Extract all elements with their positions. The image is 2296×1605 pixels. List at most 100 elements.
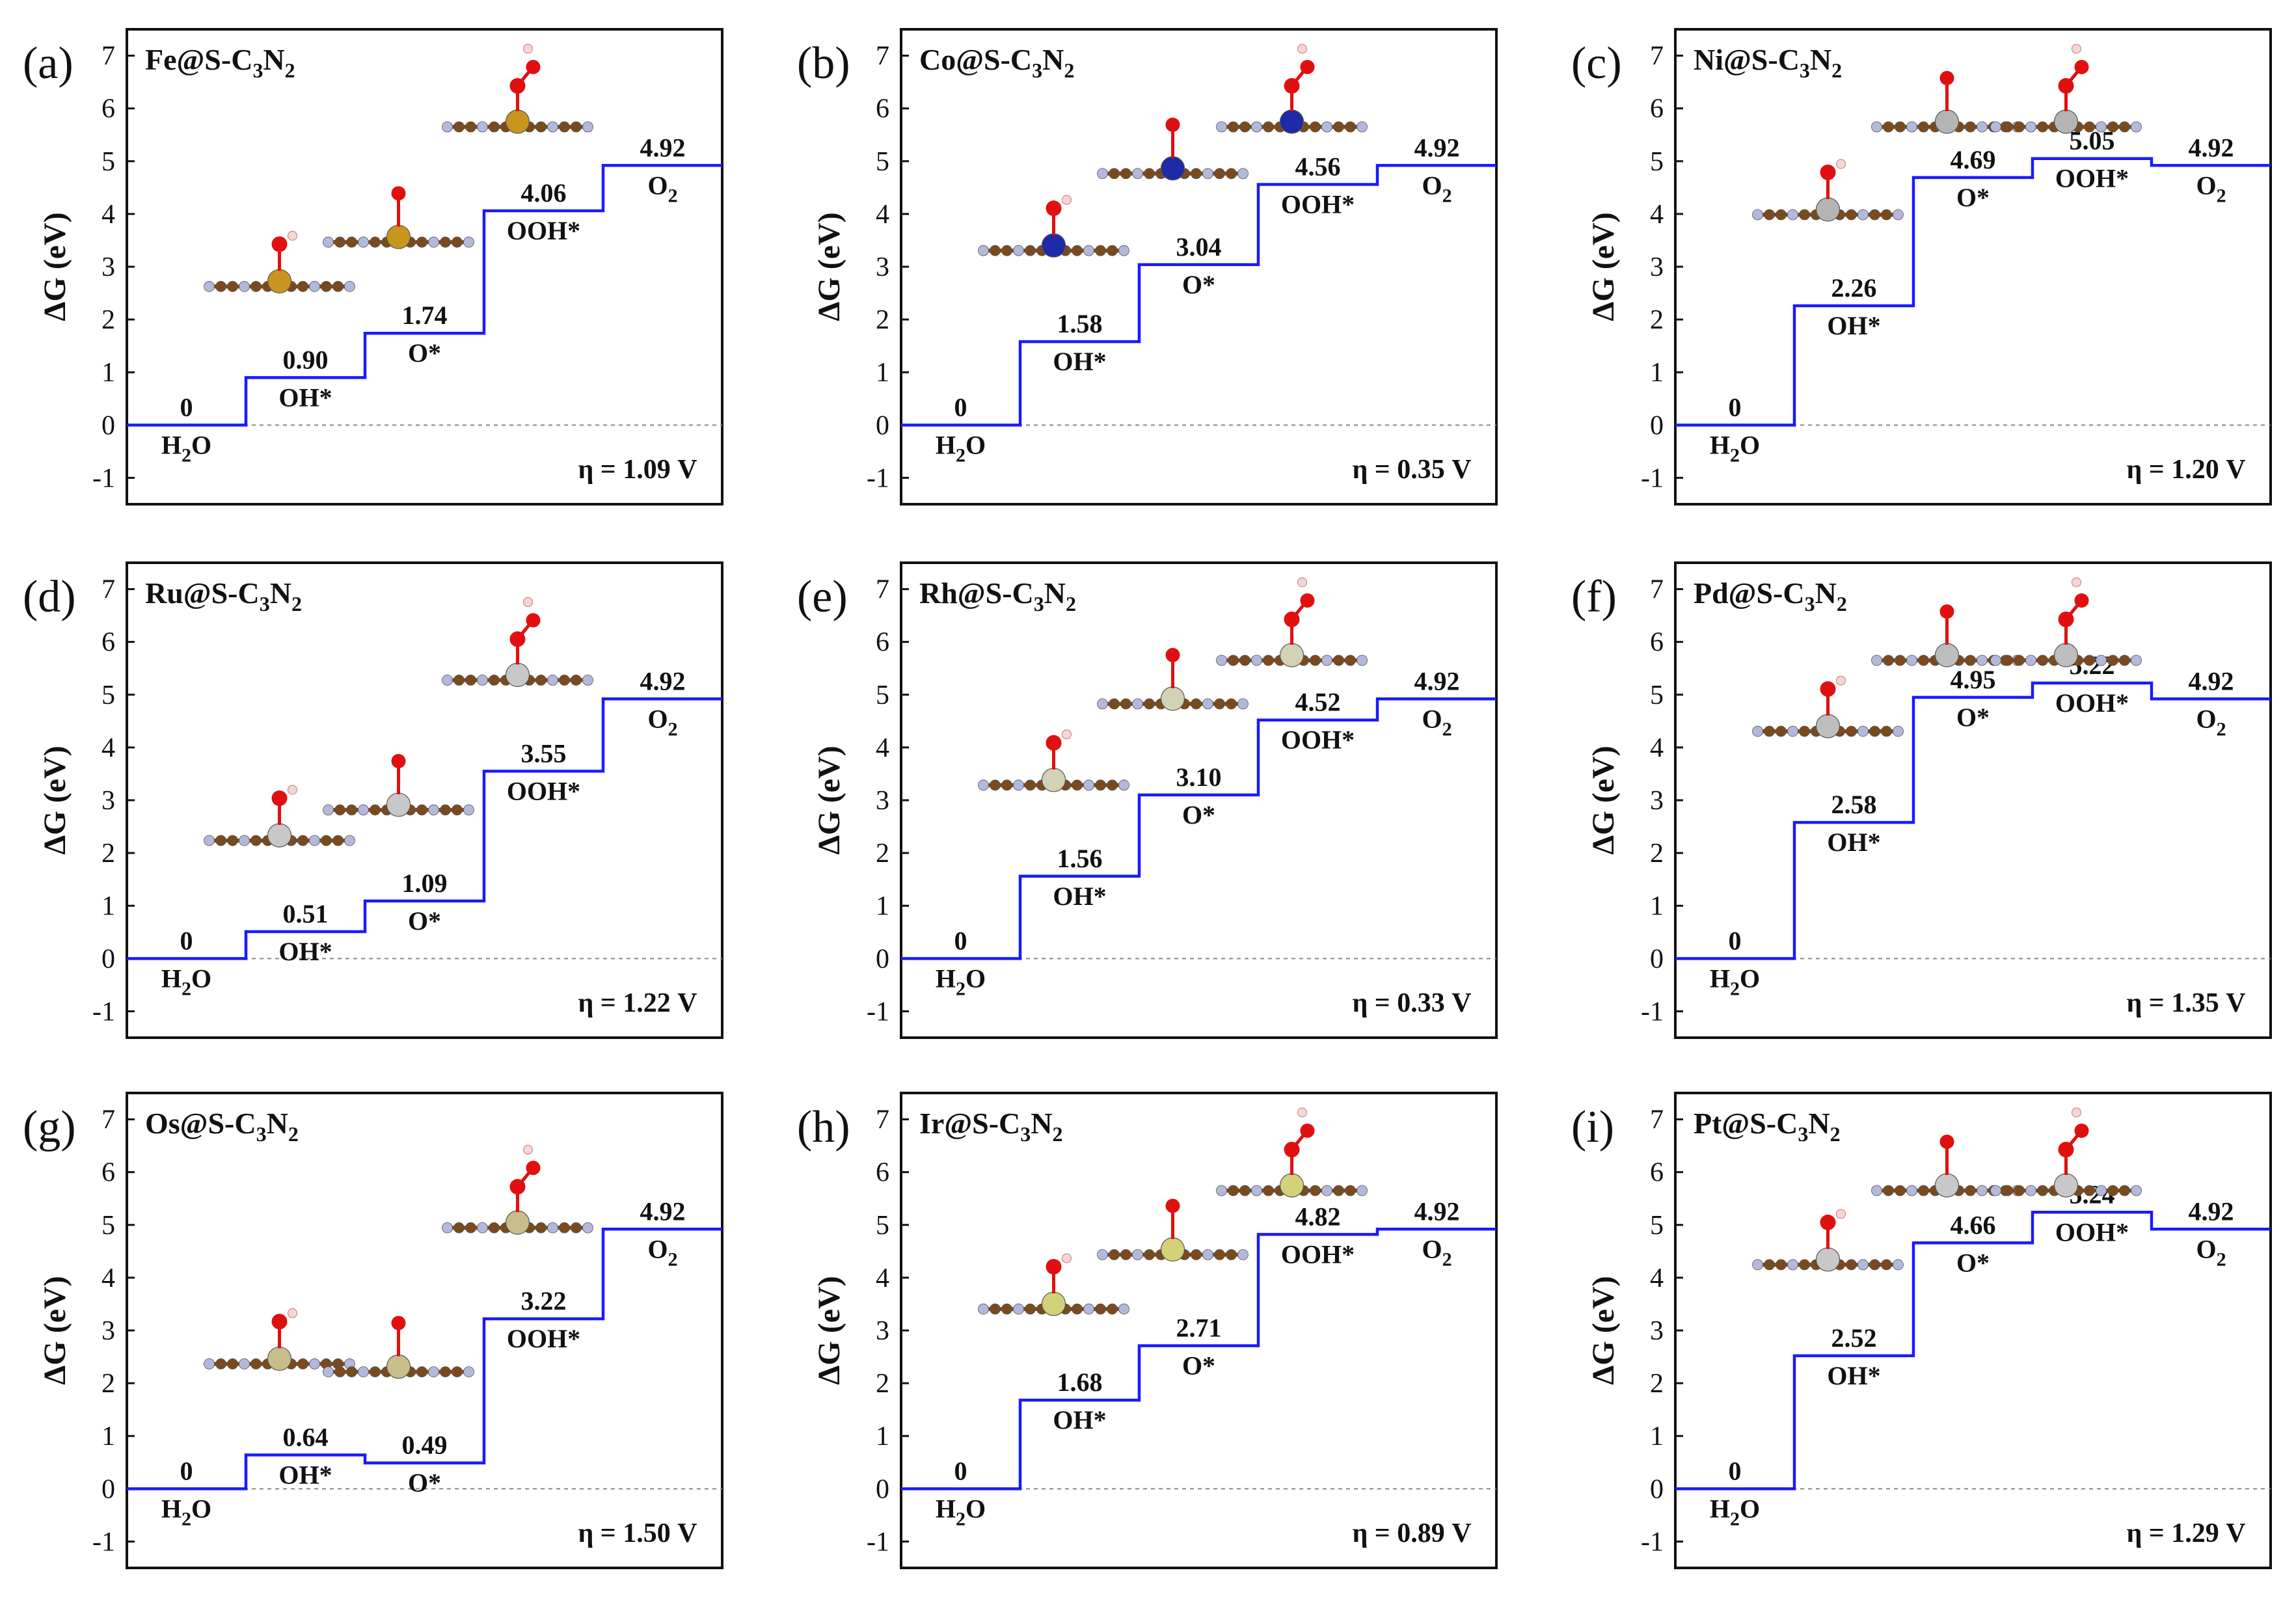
y-tick-label: 4 [101,1263,115,1293]
y-tick-label: 0 [876,1474,889,1504]
y-tick-label: 3 [876,252,889,282]
species-label: O* [1182,270,1215,299]
energy-value-label: 4.92 [1414,133,1460,162]
energy-value-label: 4.92 [2189,666,2234,695]
y-axis-label: ΔG (eV) [38,1276,72,1384]
species-label: O* [1956,183,1990,212]
y-tick-label: 4 [876,1263,889,1293]
energy-value-label: 1.58 [1057,309,1103,338]
oxygen-atom [1820,165,1836,181]
y-tick-label: 1 [1650,891,1664,921]
plot-frame [126,561,723,1039]
y-tick-label: 1 [101,358,115,388]
energy-value-label: 4.92 [2189,133,2234,162]
y-tick-label: 2 [101,839,115,869]
metal-atom [267,269,292,293]
oxygen-atom [1165,117,1180,132]
free-energy-step-line [1675,157,2271,427]
overpotential-label: η = 1.22 V [578,988,697,1018]
species-label: O2 [1422,1234,1452,1270]
y-tick-label: -1 [867,997,889,1027]
panel-letter: (d) [23,572,76,622]
species-label: O* [1956,703,1990,732]
species-label: OH* [1827,311,1880,340]
y-tick-label: 6 [1650,628,1664,658]
metal-atom [505,109,530,134]
energy-value-label: 3.10 [1176,762,1222,792]
species-label: H2O [936,430,986,466]
overpotential-label: η = 1.29 V [2126,1518,2245,1548]
panel-letter: (g) [23,1102,76,1152]
hydrogen-atom [523,1144,533,1155]
y-tick-label: 7 [1650,575,1664,605]
y-tick-label: 7 [876,42,889,72]
metal-atom [386,224,411,249]
species-label: O* [1182,1351,1215,1381]
energy-value-label: 0 [954,392,967,422]
y-tick-label: 5 [101,1211,115,1241]
metal-atom [1041,1291,1066,1316]
oxygen-atom [526,613,541,628]
metal-atom [1160,156,1185,181]
free-energy-step-line [127,1228,722,1490]
adsorbate-structure-OOH [1990,44,2142,134]
species-label: H2O [161,1494,211,1530]
panel-d: (d) Ru@S-C3N2 ΔG (eV) -1 0 1 2 3 4 5 6 7 0 H2O 0.51 OH*… [23,561,723,1039]
adsorbate-structure-OH [1752,675,1904,738]
y-tick-label: -1 [1641,1527,1664,1557]
y-axis-label: ΔG (eV) [38,746,72,854]
overpotential-label: η = 1.50 V [578,1518,697,1548]
metal-atom [386,1354,411,1379]
y-tick-label: 6 [1650,1158,1664,1188]
y-tick-label: -1 [1641,997,1664,1027]
y-tick-label: 4 [876,200,889,230]
species-label: OOH* [2055,1217,2129,1247]
free-energy-step-line [1675,681,2271,960]
energy-value-label: 0 [180,926,193,955]
panel-title: Ru@S-C3N2 [145,576,302,615]
adsorbate-structure-OOH [442,597,593,687]
species-label: OOH* [1281,189,1355,219]
y-axis-label: ΔG (eV) [1586,746,1621,854]
y-tick-label: 6 [876,1158,889,1188]
y-tick-label: 5 [1650,1211,1664,1241]
free-energy-step-line [1675,1211,2271,1490]
y-tick-label: 6 [101,628,115,658]
plot-frame [1674,1092,2272,1569]
adsorbate-structure-OOH [1216,44,1368,134]
y-tick-label: 4 [1650,733,1664,763]
hydrogen-atom [1836,675,1846,686]
energy-value-label: 3.55 [521,738,567,768]
energy-value-label: 4.56 [1295,152,1341,181]
y-tick-label: 6 [1650,94,1664,124]
oxygen-atom [1165,647,1180,662]
species-label: O2 [1422,704,1452,740]
oxygen-atom [391,753,406,768]
species-label: OOH* [2055,164,2129,193]
metal-atom [386,792,411,817]
y-tick-label: 5 [101,681,115,710]
energy-value-label: 4.82 [1295,1202,1341,1231]
oxygen-atom [1046,1259,1062,1275]
panel-title: Fe@S-C3N2 [145,43,295,82]
metal-atom [1815,197,1841,222]
oxygen-atom [2074,1124,2089,1138]
oxygen-atom [1300,60,1315,74]
panel-letter: (h) [797,1102,850,1152]
species-label: OOH* [1281,725,1355,755]
plot-frame [126,28,723,506]
y-tick-label: 3 [1650,1316,1664,1346]
metal-atom [1041,233,1066,258]
free-energy-step-line [127,164,722,427]
energy-value-label: 4.69 [1951,145,1996,174]
y-tick-label: 2 [1650,305,1664,335]
hydrogen-atom [523,44,533,54]
y-tick-label: 0 [876,411,889,440]
energy-value-label: 4.92 [1414,1196,1460,1226]
y-tick-label: 1 [1650,1422,1664,1451]
hydrogen-atom [2072,44,2081,54]
hydrogen-atom [1297,577,1307,587]
y-tick-label: 3 [1650,786,1664,816]
overpotential-label: η = 1.09 V [578,455,697,485]
free-energy-step-line [127,697,722,960]
